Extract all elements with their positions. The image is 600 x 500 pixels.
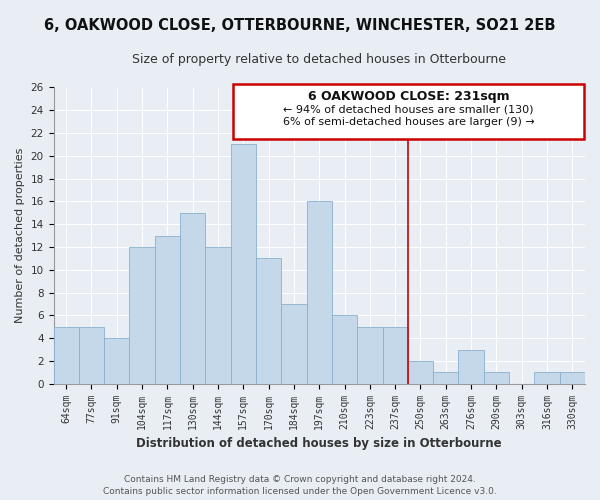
Text: 6% of semi-detached houses are larger (9) →: 6% of semi-detached houses are larger (9… [283,116,535,126]
Text: 6 OAKWOOD CLOSE: 231sqm: 6 OAKWOOD CLOSE: 231sqm [308,90,509,104]
FancyBboxPatch shape [233,84,584,139]
Bar [155,236,180,384]
Bar [230,144,256,384]
Bar [458,350,484,384]
Bar [357,326,383,384]
Bar [484,372,509,384]
Bar [79,326,104,384]
Bar [307,202,332,384]
Bar [53,326,79,384]
Text: Contains HM Land Registry data © Crown copyright and database right 2024.
Contai: Contains HM Land Registry data © Crown c… [103,474,497,496]
Text: ← 94% of detached houses are smaller (130): ← 94% of detached houses are smaller (13… [283,104,534,114]
Bar [408,361,433,384]
Text: 6, OAKWOOD CLOSE, OTTERBOURNE, WINCHESTER, SO21 2EB: 6, OAKWOOD CLOSE, OTTERBOURNE, WINCHESTE… [44,18,556,32]
Bar [383,326,408,384]
Bar [205,247,230,384]
Title: Size of property relative to detached houses in Otterbourne: Size of property relative to detached ho… [132,52,506,66]
Y-axis label: Number of detached properties: Number of detached properties [15,148,25,324]
Bar [180,213,205,384]
X-axis label: Distribution of detached houses by size in Otterbourne: Distribution of detached houses by size … [136,437,502,450]
Bar [281,304,307,384]
Bar [104,338,130,384]
Bar [535,372,560,384]
Bar [433,372,458,384]
Bar [332,316,357,384]
Bar [560,372,585,384]
Bar [130,247,155,384]
Bar [256,258,281,384]
